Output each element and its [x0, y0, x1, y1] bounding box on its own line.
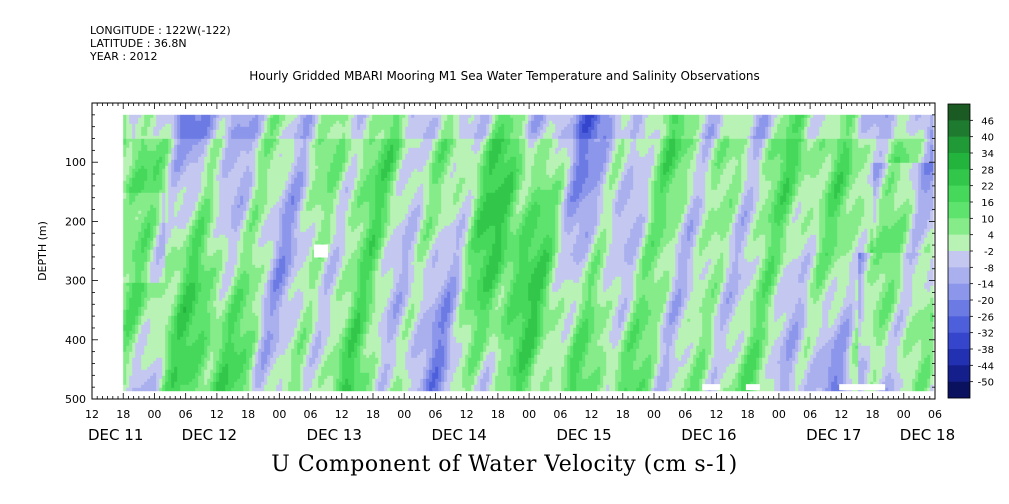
colorbar-swatch — [948, 136, 970, 154]
day-label: DEC 16 — [681, 426, 736, 444]
x-tick-label: 06 — [803, 408, 817, 421]
year-label: YEAR : 2012 — [90, 50, 158, 63]
x-tick-label: 00 — [897, 408, 911, 421]
colorbar: 46 40 34 28 22 16 10 4 -2 -8 -14 -20 -26 -32 -38 -44 -50 — [947, 103, 994, 399]
colorbar-label: 40 — [981, 133, 994, 144]
axis-ticks: 12 18 00 06 12 18 00 06 12 18 00 06 12 18 00 06 12 18 00 06… — [65, 102, 955, 444]
day-label: DEC 12 — [182, 426, 237, 444]
x-tick-label: 06 — [678, 408, 692, 421]
colorbar-swatch — [948, 332, 970, 350]
x-tick-label: 06 — [179, 408, 193, 421]
missing-data-layer — [313, 244, 886, 391]
x-tick-label: 12 — [85, 408, 99, 421]
colorbar-label: -44 — [978, 361, 994, 372]
colorbar-label: -38 — [978, 345, 994, 356]
x-tick-label: 06 — [928, 408, 942, 421]
x-tick-label: 06 — [553, 408, 567, 421]
y-tick-label: 300 — [65, 275, 86, 288]
day-label: DEC 17 — [806, 426, 861, 444]
colorbar-label: 34 — [981, 149, 994, 160]
x-tick-label: 18 — [616, 408, 630, 421]
colorbar-swatch — [948, 185, 970, 203]
colorbar-label: -50 — [978, 378, 994, 389]
colorbar-label: -20 — [978, 296, 994, 307]
colorbar-swatch — [948, 104, 970, 121]
x-tick-label: 18 — [491, 408, 505, 421]
day-label: DEC 11 — [88, 426, 143, 444]
x-tick-label: 12 — [834, 408, 848, 421]
y-tick-label: 200 — [65, 215, 86, 228]
colorbar-swatch — [948, 365, 970, 382]
colorbar-label: -26 — [978, 312, 994, 323]
colorbar-label: -8 — [984, 263, 994, 274]
x-tick-label: 18 — [866, 408, 880, 421]
colorbar-swatch — [948, 349, 970, 366]
colorbar-label: -2 — [984, 247, 994, 258]
colorbar-swatch — [948, 316, 970, 333]
heatmap-field — [123, 114, 934, 392]
variable-label: U Component of Water Velocity (cm s-1) — [0, 452, 1009, 477]
y-tick-label: 500 — [65, 393, 86, 406]
x-tick-label: 12 — [709, 408, 723, 421]
colorbar-label: 28 — [981, 165, 994, 176]
colorbar-swatch — [948, 381, 970, 399]
longitude-label: LONGITUDE : 122W(-122) — [90, 24, 231, 37]
x-tick-label: 12 — [210, 408, 224, 421]
x-tick-label: 00 — [647, 408, 661, 421]
x-tick-label: 12 — [335, 408, 349, 421]
colorbar-swatch — [948, 300, 970, 317]
x-tick-label: 06 — [304, 408, 318, 421]
missing-data-patch — [839, 384, 886, 391]
x-tick-label: 06 — [428, 408, 442, 421]
colorbar-swatch — [948, 267, 970, 284]
colorbar-swatch — [948, 234, 970, 252]
colorbar-label: 4 — [988, 231, 994, 242]
colorbar-swatch — [948, 120, 970, 137]
day-label: DEC 14 — [431, 426, 486, 444]
colorbar-label: 10 — [981, 214, 994, 225]
day-label: DEC 18 — [900, 426, 955, 444]
colorbar-swatch — [948, 251, 970, 268]
x-tick-label: 00 — [522, 408, 536, 421]
x-tick-label: 18 — [241, 408, 255, 421]
x-tick-label: 18 — [741, 408, 755, 421]
missing-data-patch — [313, 244, 328, 258]
colorbar-swatch — [948, 169, 970, 186]
day-label: DEC 13 — [307, 426, 362, 444]
x-tick-label: 18 — [116, 408, 130, 421]
y-tick-label: 100 — [65, 156, 86, 169]
x-tick-label: 00 — [397, 408, 411, 421]
missing-data-patch — [745, 384, 760, 391]
plot-title: Hourly Gridded MBARI Mooring M1 Sea Wate… — [0, 69, 1009, 83]
x-tick-label: 12 — [460, 408, 474, 421]
y-tick-label: 400 — [65, 334, 86, 347]
day-label: DEC 15 — [556, 426, 611, 444]
colorbar-label: 22 — [981, 182, 994, 193]
colorbar-swatch — [948, 283, 970, 301]
latitude-label: LATITUDE : 36.8N — [90, 37, 187, 50]
x-tick-label: 12 — [585, 408, 599, 421]
x-tick-label: 00 — [272, 408, 286, 421]
y-axis-label: DEPTH (m) — [36, 221, 49, 281]
colorbar-label: -14 — [978, 280, 994, 291]
colorbar-swatch — [948, 202, 970, 219]
colorbar-label: 46 — [981, 116, 994, 127]
x-tick-label: 00 — [147, 408, 161, 421]
colorbar-label: -32 — [978, 329, 994, 340]
x-tick-label: 00 — [772, 408, 786, 421]
colorbar-label: 16 — [981, 198, 994, 209]
colorbar-swatch — [948, 218, 970, 235]
colorbar-swatch — [948, 153, 970, 170]
missing-data-patch — [702, 384, 721, 391]
x-tick-label: 18 — [366, 408, 380, 421]
